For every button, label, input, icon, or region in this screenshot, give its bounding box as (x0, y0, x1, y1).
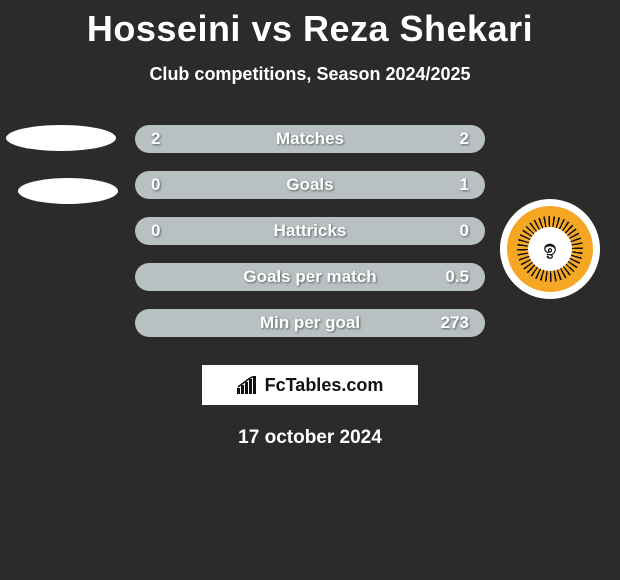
stat-label: Goals (135, 175, 485, 195)
page-title: Hosseini vs Reza Shekari (0, 0, 620, 50)
right-team-badge: ඉ (500, 199, 600, 299)
subtitle: Club competitions, Season 2024/2025 (0, 64, 620, 85)
date-label: 17 october 2024 (0, 427, 620, 449)
stat-label: Matches (135, 129, 485, 149)
left-team-logo-placeholder-1 (6, 125, 116, 151)
bar-chart-icon (237, 376, 259, 394)
stat-label: Goals per match (135, 267, 485, 287)
stat-row: 0 Goals 1 (135, 171, 485, 199)
badge-inner: ඉ (507, 206, 593, 292)
left-team-logo-placeholder-2 (18, 178, 118, 204)
stat-rows: 2 Matches 2 0 Goals 1 0 Hattricks 0 Goal… (135, 125, 485, 337)
stat-label: Hattricks (135, 221, 485, 241)
badge-center: ඉ (528, 227, 572, 271)
stat-row: Goals per match 0.5 (135, 263, 485, 291)
stat-row: Min per goal 273 (135, 309, 485, 337)
stat-row: 0 Hattricks 0 (135, 217, 485, 245)
stat-row: 2 Matches 2 (135, 125, 485, 153)
badge-glyph: ඉ (544, 238, 557, 261)
brand-label: FcTables.com (265, 375, 384, 396)
brand-attribution: FcTables.com (202, 365, 418, 405)
stat-label: Min per goal (135, 313, 485, 333)
comparison-panel: ඉ 2 Matches 2 0 Goals 1 0 Hattricks 0 Go… (0, 125, 620, 449)
